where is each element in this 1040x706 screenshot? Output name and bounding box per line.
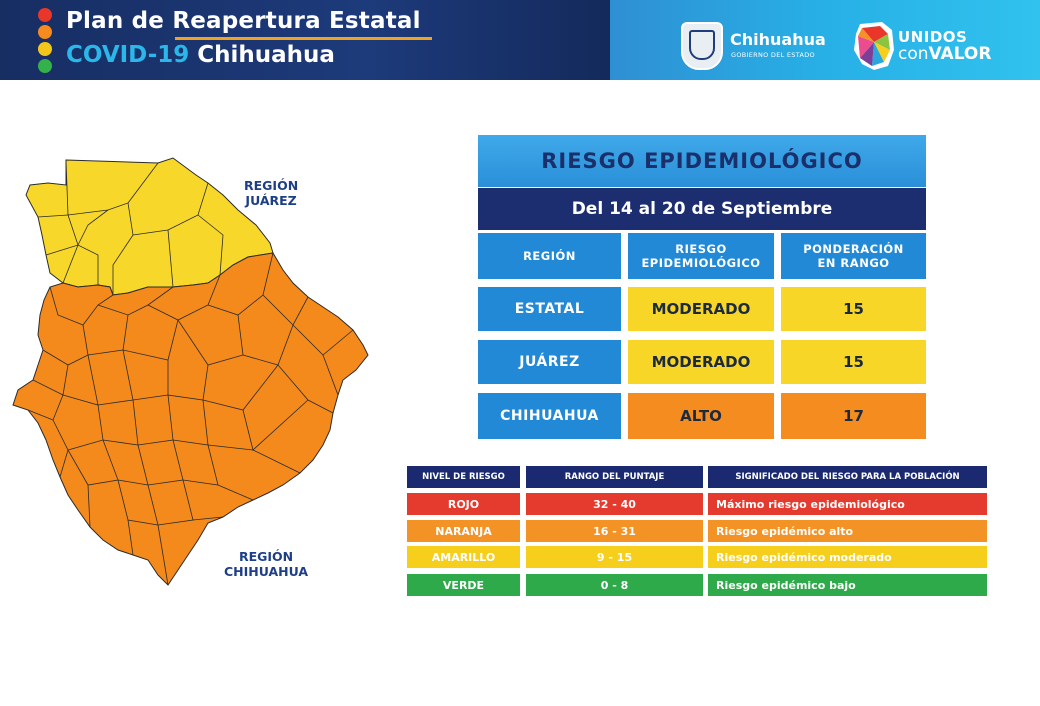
orange-light-icon (38, 25, 52, 39)
title-underline (175, 37, 432, 40)
state-seal-icon (681, 22, 723, 70)
brand-con: con (898, 44, 929, 64)
header-banner: Plan de Reapertura Estatal COVID-19 Chih… (0, 0, 1040, 80)
legend-header-meaning: SIGNIFICADO DEL RIESGO PARA LA POBLACIÓN (708, 466, 987, 488)
red-light-icon (38, 8, 52, 22)
legend-meaning-amarillo: Riesgo epidémico moderado (708, 546, 987, 568)
page-subtitle: COVID-19 Chihuahua (66, 42, 335, 68)
chihuahua-region-map (12, 157, 369, 586)
row-score-juarez: 15 (781, 340, 926, 384)
legend-header-range: RANGO DEL PUNTAJE (526, 466, 703, 488)
row-risk-juarez: MODERADO (628, 340, 774, 384)
legend-meaning-verde: Riesgo epidémico bajo (708, 574, 987, 596)
legend-level-naranja: NARANJA (407, 520, 520, 542)
map-label-region-juarez: REGIÓN JUÁREZ (244, 178, 299, 208)
row-region-juarez: JUÁREZ (478, 340, 621, 384)
municipal-borders (27, 159, 354, 586)
legend-range-verde: 0 - 8 (526, 574, 703, 596)
legend-meaning-naranja: Riesgo epidémico alto (708, 520, 987, 542)
brand-valor: VALOR (928, 44, 992, 64)
legend-level-amarillo: AMARILLO (407, 546, 520, 568)
green-light-icon (38, 59, 52, 73)
row-region-estatal: ESTATAL (478, 287, 621, 331)
page-title-prefix: Plan de (66, 8, 173, 34)
header-score: PONDERACIÓN EN RANGO (781, 233, 926, 279)
government-name: Chihuahua (730, 30, 826, 49)
government-subtitle: GOBIERNO DEL ESTADO (731, 51, 815, 59)
brand-name-line1: UNIDOS (898, 28, 968, 46)
legend-range-naranja: 16 - 31 (526, 520, 703, 542)
risk-table-dates: Del 14 al 20 de Septiembre (478, 188, 926, 230)
legend-range-amarillo: 9 - 15 (526, 546, 703, 568)
header-logos-panel: Chihuahua GOBIERNO DEL ESTADO UNIDOS con… (610, 0, 1040, 80)
legend-range-rojo: 32 - 40 (526, 493, 703, 515)
subtitle-covid: COVID-19 (66, 42, 198, 68)
header-region: REGIÓN (478, 233, 621, 279)
page-title: Plan de Reapertura Estatal (66, 8, 421, 34)
row-region-chihuahua: CHIHUAHUA (478, 393, 621, 439)
header-title-panel: Plan de Reapertura Estatal COVID-19 Chih… (0, 0, 610, 80)
legend-level-verde: VERDE (407, 574, 520, 596)
row-score-chihuahua: 17 (781, 393, 926, 439)
legend-meaning-rojo: Máximo riesgo epidemiológico (708, 493, 987, 515)
yellow-light-icon (38, 42, 52, 56)
risk-table-title: RIESGO EPIDEMIOLÓGICO (478, 135, 926, 187)
traffic-light-icon (38, 8, 54, 76)
legend-level-rojo: ROJO (407, 493, 520, 515)
row-risk-estatal: MODERADO (628, 287, 774, 331)
map-region-chihuahua (12, 252, 369, 586)
row-risk-chihuahua: ALTO (628, 393, 774, 439)
page-title-main: Reapertura Estatal (172, 8, 421, 34)
unidos-con-valor-logo-icon (854, 22, 894, 70)
header-risk: RIESGO EPIDEMIOLÓGICO (628, 233, 774, 279)
subtitle-state: Chihuahua (197, 42, 335, 68)
brand-name-line2: conVALOR (898, 44, 991, 64)
map-label-region-chihuahua: REGIÓN CHIHUAHUA (224, 549, 309, 579)
row-score-estatal: 15 (781, 287, 926, 331)
legend-header-level: NIVEL DE RIESGO (407, 466, 520, 488)
